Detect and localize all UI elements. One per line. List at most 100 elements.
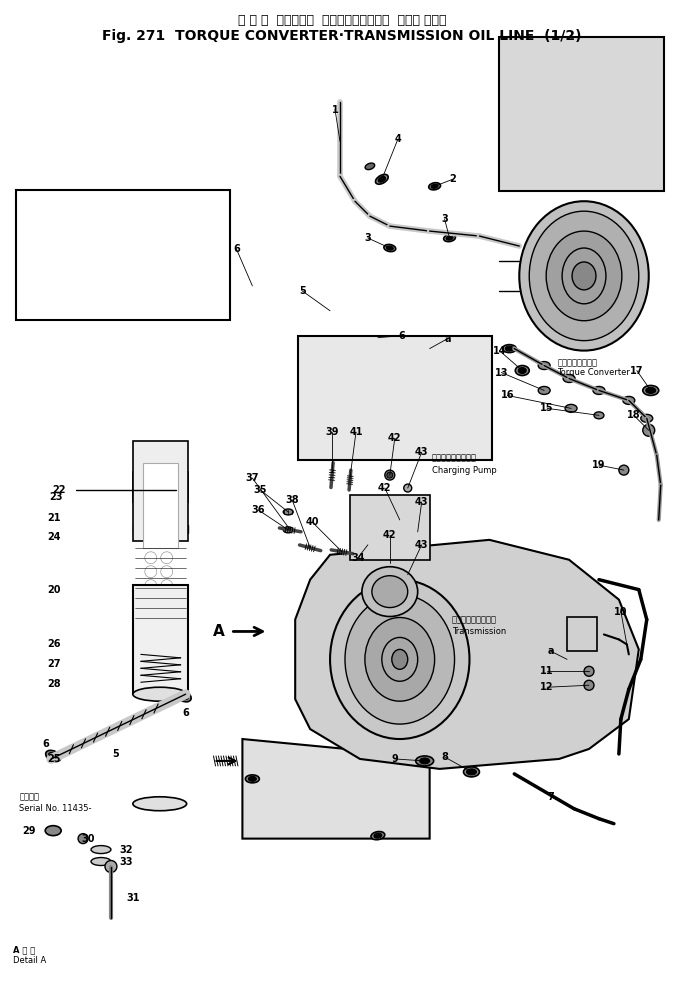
Ellipse shape xyxy=(565,405,577,413)
Text: 41: 41 xyxy=(350,428,363,438)
Ellipse shape xyxy=(45,825,61,835)
Text: 30: 30 xyxy=(81,833,94,843)
Text: 36: 36 xyxy=(252,504,265,514)
Ellipse shape xyxy=(386,246,393,250)
Text: a: a xyxy=(445,334,451,344)
Bar xyxy=(350,496,430,559)
Text: 3: 3 xyxy=(441,214,448,224)
Circle shape xyxy=(619,466,629,476)
Bar xyxy=(133,442,187,540)
Ellipse shape xyxy=(46,750,61,761)
Text: 39: 39 xyxy=(326,428,339,438)
Text: 7: 7 xyxy=(548,792,555,802)
Ellipse shape xyxy=(345,594,455,724)
Polygon shape xyxy=(295,539,639,769)
Text: 43: 43 xyxy=(415,497,428,506)
Text: 18: 18 xyxy=(627,411,641,421)
Circle shape xyxy=(105,860,117,872)
Text: 42: 42 xyxy=(383,529,397,539)
Bar xyxy=(499,37,663,191)
Bar xyxy=(143,464,178,547)
Circle shape xyxy=(584,680,594,690)
Text: 10: 10 xyxy=(614,606,628,616)
Ellipse shape xyxy=(466,769,477,775)
Ellipse shape xyxy=(246,775,259,783)
Ellipse shape xyxy=(519,201,648,351)
Text: A 詳 細: A 詳 細 xyxy=(14,946,36,955)
Bar xyxy=(133,524,187,532)
Ellipse shape xyxy=(176,690,191,702)
Ellipse shape xyxy=(518,368,526,374)
Text: Transmission: Transmission xyxy=(451,627,505,636)
Text: 20: 20 xyxy=(48,584,61,594)
Text: Serial No. 11435-: Serial No. 11435- xyxy=(19,804,92,813)
Text: ト ル ク  コンバータ  トランスミッション  オイル ライン: ト ル ク コンバータ トランスミッション オイル ライン xyxy=(238,14,446,27)
Ellipse shape xyxy=(374,833,382,838)
Ellipse shape xyxy=(431,184,438,189)
Ellipse shape xyxy=(623,397,635,405)
Text: Charging Pump: Charging Pump xyxy=(432,466,497,475)
Ellipse shape xyxy=(529,211,639,341)
Ellipse shape xyxy=(538,362,550,370)
Ellipse shape xyxy=(515,366,529,376)
Ellipse shape xyxy=(505,346,513,351)
Text: A: A xyxy=(213,624,224,639)
Text: 6: 6 xyxy=(182,708,189,718)
Text: 4: 4 xyxy=(395,135,401,145)
Text: 12: 12 xyxy=(540,682,554,692)
Ellipse shape xyxy=(593,387,605,395)
Bar xyxy=(154,488,163,506)
Text: 43: 43 xyxy=(415,539,428,549)
Ellipse shape xyxy=(133,687,187,701)
Ellipse shape xyxy=(416,756,434,766)
Bar xyxy=(133,473,187,501)
Ellipse shape xyxy=(376,175,389,184)
Text: 5: 5 xyxy=(113,749,119,759)
Ellipse shape xyxy=(371,831,385,840)
Ellipse shape xyxy=(420,758,430,764)
Text: 27: 27 xyxy=(48,659,61,669)
Ellipse shape xyxy=(158,495,168,500)
Text: 22: 22 xyxy=(53,486,66,496)
Bar xyxy=(355,500,380,529)
Bar xyxy=(141,488,150,506)
Text: 11: 11 xyxy=(540,666,554,676)
Ellipse shape xyxy=(133,797,187,811)
Circle shape xyxy=(404,485,412,493)
Text: 31: 31 xyxy=(126,893,140,903)
Circle shape xyxy=(584,666,594,676)
Circle shape xyxy=(385,471,395,481)
Ellipse shape xyxy=(572,262,596,290)
Text: 24: 24 xyxy=(48,531,61,541)
Text: 38: 38 xyxy=(285,495,299,505)
Ellipse shape xyxy=(140,639,180,649)
Circle shape xyxy=(78,833,88,843)
Text: 3: 3 xyxy=(365,233,371,243)
Text: 34: 34 xyxy=(351,552,365,562)
Polygon shape xyxy=(242,739,430,838)
Text: a: a xyxy=(548,646,555,656)
Text: 5: 5 xyxy=(299,286,306,296)
Text: 33: 33 xyxy=(119,856,133,866)
Ellipse shape xyxy=(643,386,659,396)
Ellipse shape xyxy=(641,415,653,423)
Ellipse shape xyxy=(179,692,188,699)
Circle shape xyxy=(385,557,395,567)
Bar xyxy=(167,488,176,506)
Bar xyxy=(298,336,492,461)
Circle shape xyxy=(387,559,393,565)
Text: 35: 35 xyxy=(254,486,267,496)
Text: 2: 2 xyxy=(449,174,456,184)
Circle shape xyxy=(397,516,403,522)
Text: 28: 28 xyxy=(47,679,61,689)
Text: トルクコンバータ: トルクコンバータ xyxy=(557,358,597,367)
Text: 9: 9 xyxy=(391,754,398,764)
Ellipse shape xyxy=(464,767,479,777)
Ellipse shape xyxy=(546,231,622,321)
Text: 6: 6 xyxy=(398,331,405,341)
Text: Fig. 271  TORQUE CONVERTER·TRANSMISSION OIL LINE  (1/2): Fig. 271 TORQUE CONVERTER·TRANSMISSION O… xyxy=(102,29,582,43)
Circle shape xyxy=(404,570,412,578)
Ellipse shape xyxy=(429,183,440,190)
Circle shape xyxy=(414,527,421,535)
Ellipse shape xyxy=(378,177,386,182)
